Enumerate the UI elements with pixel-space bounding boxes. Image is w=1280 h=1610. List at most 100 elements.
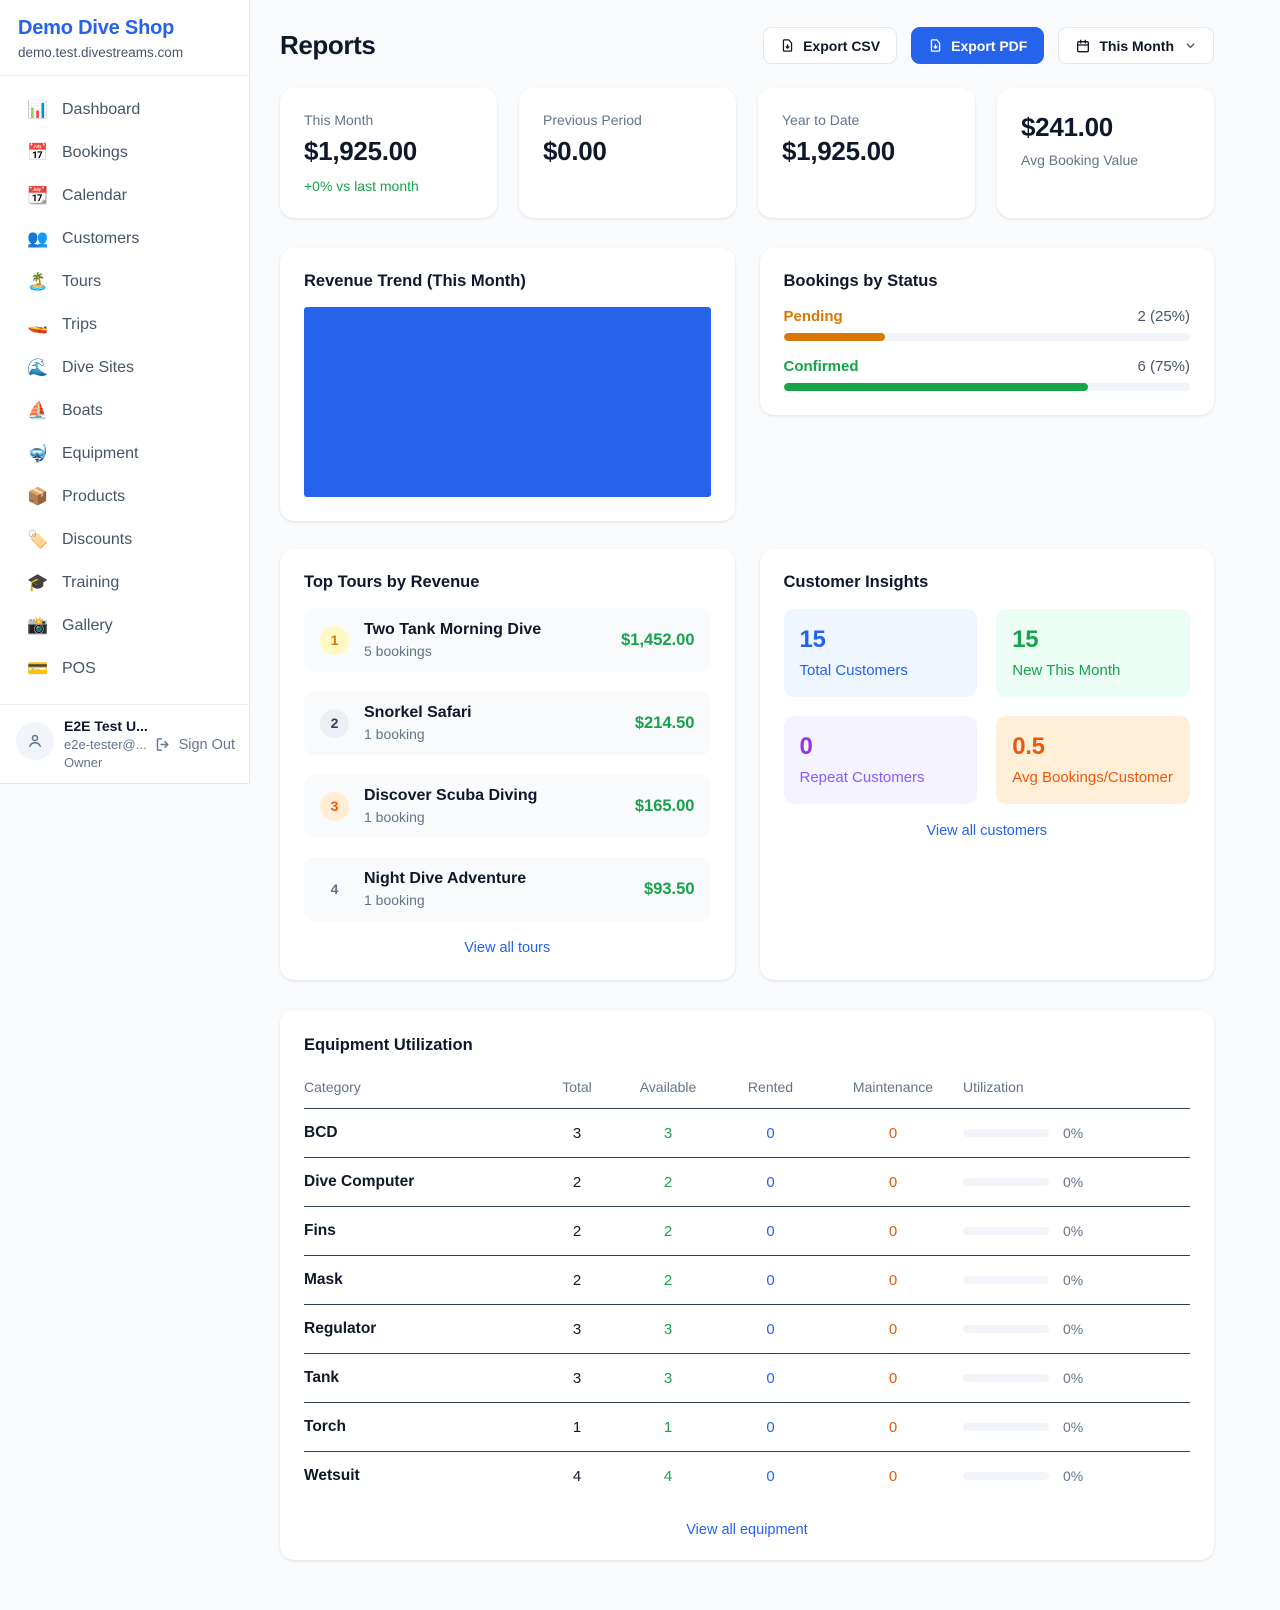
status-count-pending: 2 (25%): [1137, 308, 1190, 325]
tour-list-item: 1 Two Tank Morning Dive 5 bookings $1,45…: [304, 608, 711, 672]
period-dropdown[interactable]: This Month: [1058, 27, 1214, 64]
credit-card-icon: 💳: [27, 658, 49, 678]
customers-icon: 👥: [27, 228, 49, 248]
table-row: Fins 2 2 0 0 0%: [304, 1206, 1190, 1256]
shop-name: Demo Dive Shop: [18, 17, 175, 39]
sidebar-item-equipment[interactable]: 🤿 Equipment: [0, 432, 249, 475]
sidebar-item-label: Discounts: [62, 530, 133, 548]
stat-label: Year to Date: [782, 112, 860, 128]
table-row: BCD 3 3 0 0 0%: [304, 1108, 1190, 1158]
cell-available: 2: [618, 1206, 718, 1256]
cell-maintenance: 0: [823, 1353, 963, 1403]
header-actions: Export CSV Export PDF This Month: [763, 27, 1214, 64]
sidebar-item-label: Tours: [62, 272, 102, 290]
table-row: Tank 3 3 0 0 0%: [304, 1353, 1190, 1403]
cell-available: 3: [618, 1304, 718, 1354]
stat-card-year-to-date: Year to Date $1,925.00: [758, 88, 975, 218]
cell-maintenance: 0: [823, 1402, 963, 1452]
view-all-tours-link[interactable]: View all tours: [464, 940, 551, 956]
cell-utilization: 0%: [963, 1206, 1190, 1256]
bookings-calendar-icon: 📅: [27, 142, 49, 162]
sidebar: Demo Dive Shop demo.test.divestreams.com…: [0, 0, 250, 784]
cell-rented: 0: [718, 1157, 823, 1207]
sidebar-item-label: Boats: [62, 401, 103, 419]
tile-label: Avg Bookings/Customer: [1012, 769, 1173, 786]
person-icon: [29, 734, 41, 747]
cell-total: 3: [536, 1304, 618, 1354]
tile-total-customers: 15 Total Customers: [783, 609, 978, 697]
utilization-bar: [963, 1129, 1049, 1137]
sidebar-item-tours[interactable]: 🏝️ Tours: [0, 260, 249, 303]
utilization-bar: [963, 1325, 1049, 1333]
sidebar-item-training[interactable]: 🎓 Training: [0, 561, 249, 604]
sidebar-item-trips[interactable]: 🚤 Trips: [0, 303, 249, 346]
sidebar-item-customers[interactable]: 👥 Customers: [0, 217, 249, 260]
utilization-bar: [963, 1472, 1049, 1480]
pending-progress-track: [783, 333, 1190, 341]
cell-utilization: 0%: [963, 1353, 1190, 1403]
cell-available: 3: [618, 1108, 718, 1158]
column-header-total: Total: [536, 1069, 618, 1109]
cell-utilization: 0%: [963, 1304, 1190, 1354]
cell-category: Tank: [304, 1353, 536, 1403]
cell-category: Regulator: [304, 1304, 536, 1354]
sidebar-item-dashboard[interactable]: 📊 Dashboard: [0, 88, 249, 131]
tour-revenue: $214.50: [634, 713, 695, 732]
sidebar-item-discounts[interactable]: 🏷️ Discounts: [0, 518, 249, 561]
rank-badge: 3: [320, 791, 349, 821]
tile-avg-bookings: 0.5 Avg Bookings/Customer: [996, 716, 1190, 804]
cell-rented: 0: [718, 1206, 823, 1256]
cell-utilization: 0%: [963, 1452, 1190, 1501]
view-all-equipment-link[interactable]: View all equipment: [686, 1522, 808, 1538]
top-tours-card: Top Tours by Revenue 1 Two Tank Morning …: [280, 549, 735, 980]
cell-utilization: 0%: [963, 1255, 1190, 1305]
tour-revenue: $165.00: [634, 796, 695, 815]
cell-total: 2: [536, 1206, 618, 1256]
stat-delta: +0% vs last month: [304, 178, 419, 194]
stat-card-previous-period: Previous Period $0.00: [519, 88, 736, 218]
sidebar-item-label: Bookings: [62, 143, 128, 161]
sidebar-header: Demo Dive Shop demo.test.divestreams.com: [0, 0, 249, 76]
sidebar-item-label: Gallery: [62, 616, 113, 634]
view-all-customers-link[interactable]: View all customers: [926, 823, 1048, 839]
stat-card-avg-booking-value: $241.00 Avg Booking Value: [997, 88, 1214, 218]
sidebar-item-label: Dive Sites: [62, 358, 135, 376]
column-header-available: Available: [618, 1069, 718, 1109]
sidebar-item-pos[interactable]: 💳 POS: [0, 647, 249, 690]
page-header: Reports Export CSV Export PDF This Month: [280, 27, 1214, 64]
sidebar-nav: 📊 Dashboard 📅 Bookings 📆 Calendar 👥 Cust…: [0, 76, 249, 704]
table-row: Torch 1 1 0 0 0%: [304, 1402, 1190, 1452]
sidebar-item-gallery[interactable]: 📸 Gallery: [0, 604, 249, 647]
customer-insights-card: Customer Insights 15 Total Customers 15 …: [759, 549, 1214, 980]
sailboat-icon: ⛵: [27, 400, 49, 420]
status-row-confirmed: Confirmed 6 (75%): [783, 358, 1190, 391]
cell-rented: 0: [718, 1353, 823, 1403]
charts-row: Revenue Trend (This Month) Bookings by S…: [280, 248, 1214, 521]
sidebar-item-dive-sites[interactable]: 🌊 Dive Sites: [0, 346, 249, 389]
tour-bookings: 1 booking: [364, 892, 425, 908]
table-row: Mask 2 2 0 0 0%: [304, 1255, 1190, 1305]
tour-list-item: 2 Snorkel Safari 1 booking $214.50: [304, 691, 711, 755]
bookings-by-status-title: Bookings by Status: [783, 272, 938, 290]
sidebar-item-calendar[interactable]: 📆 Calendar: [0, 174, 249, 217]
sidebar-item-products[interactable]: 📦 Products: [0, 475, 249, 518]
sidebar-item-boats[interactable]: ⛵ Boats: [0, 389, 249, 432]
tile-label: New This Month: [1012, 662, 1121, 679]
tile-repeat-customers: 0 Repeat Customers: [783, 716, 978, 804]
sidebar-item-label: Equipment: [62, 444, 139, 462]
export-csv-button[interactable]: Export CSV: [763, 27, 898, 64]
status-count-confirmed: 6 (75%): [1137, 358, 1190, 375]
cell-category: BCD: [304, 1108, 536, 1158]
column-header-maintenance: Maintenance: [823, 1069, 963, 1109]
sign-out-button[interactable]: Sign Out: [155, 736, 235, 753]
revenue-trend-chart: [304, 307, 711, 497]
export-pdf-button[interactable]: Export PDF: [911, 27, 1045, 64]
sidebar-item-bookings[interactable]: 📅 Bookings: [0, 131, 249, 174]
cell-rented: 0: [718, 1304, 823, 1354]
cell-total: 2: [536, 1157, 618, 1207]
wave-icon: 🌊: [27, 357, 49, 377]
utilization-bar: [963, 1276, 1049, 1284]
tile-label: Repeat Customers: [799, 769, 925, 786]
trips-speedboat-icon: 🚤: [27, 314, 49, 334]
utilization-bar: [963, 1423, 1049, 1431]
